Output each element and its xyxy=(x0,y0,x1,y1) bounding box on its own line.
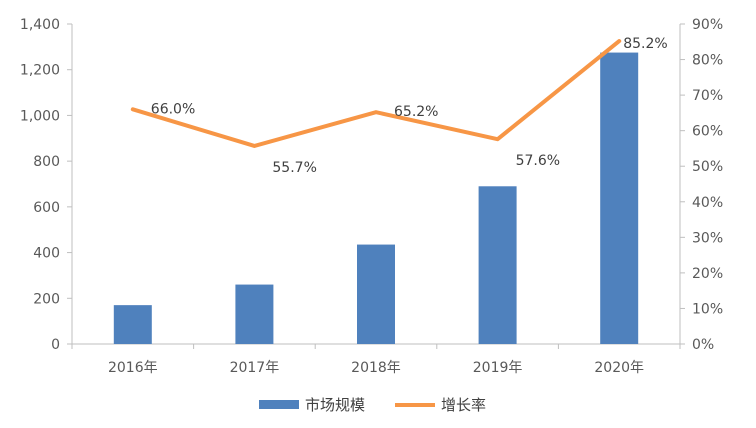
bar xyxy=(600,52,639,344)
left-tick-label: 200 xyxy=(33,291,60,307)
left-axis-ticks: 0 200 400 600 800 1,000 1,200 1,400 xyxy=(20,17,72,353)
bar xyxy=(113,305,152,344)
x-tick-label: 2017年 xyxy=(230,360,280,376)
left-tick-label: 1,000 xyxy=(20,108,60,124)
x-tick-label: 2016年 xyxy=(108,360,158,376)
x-tick-label: 2019年 xyxy=(473,360,523,376)
right-tick-label: 30% xyxy=(692,230,723,246)
line-series: 66.0% 55.7% 65.2% 57.6% 85.2% xyxy=(130,36,668,176)
left-tick-label: 1,200 xyxy=(20,63,60,79)
line-data-label: 65.2% xyxy=(394,104,438,120)
bar-series xyxy=(113,52,639,344)
right-tick-label: 80% xyxy=(692,53,723,69)
bar xyxy=(478,186,517,344)
right-tick-label: 60% xyxy=(692,124,723,140)
bar xyxy=(235,284,274,344)
line-data-label: 57.6% xyxy=(516,153,560,169)
left-tick-label: 1,400 xyxy=(20,17,60,33)
legend: 市场规模 增长率 xyxy=(259,396,486,414)
growth-line xyxy=(130,39,622,148)
left-tick-label: 600 xyxy=(33,200,60,216)
x-tick-label: 2020年 xyxy=(594,360,644,376)
x-axis-ticks: 2016年 2017年 2018年 2019年 2020年 xyxy=(71,344,681,376)
line-data-label: 85.2% xyxy=(623,36,667,52)
right-tick-label: 90% xyxy=(692,17,723,33)
right-tick-label: 50% xyxy=(692,159,723,175)
line-data-label: 66.0% xyxy=(151,101,195,117)
right-tick-label: 20% xyxy=(692,266,723,282)
left-tick-label: 400 xyxy=(33,246,60,262)
bar xyxy=(357,244,395,344)
legend-swatch-bar xyxy=(259,400,299,409)
legend-label-bar: 市场规模 xyxy=(305,396,365,414)
right-axis-ticks: 0% 10% 20% 30% 40% 50% 60% 70% 80% 90% xyxy=(680,17,723,353)
right-tick-label: 0% xyxy=(692,337,714,353)
legend-label-line: 增长率 xyxy=(441,396,486,414)
left-tick-label: 800 xyxy=(33,154,60,170)
line-data-label: 55.7% xyxy=(272,160,316,176)
right-tick-label: 70% xyxy=(692,88,723,104)
x-tick-label: 2018年 xyxy=(351,360,401,376)
left-tick-label: 0 xyxy=(51,337,60,353)
right-tick-label: 10% xyxy=(692,301,723,317)
right-tick-label: 40% xyxy=(692,195,723,211)
